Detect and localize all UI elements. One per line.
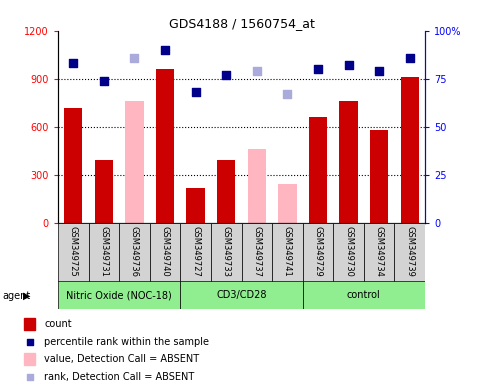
Text: GSM349734: GSM349734 [375, 226, 384, 276]
Bar [24, 353, 35, 365]
Bar [156, 69, 174, 223]
Bar [303, 223, 333, 282]
Bar [248, 149, 266, 223]
Bar [180, 223, 211, 282]
Text: percentile rank within the sample: percentile rank within the sample [44, 337, 209, 347]
Bar [364, 223, 395, 282]
Bar [150, 223, 180, 282]
Text: rank, Detection Call = ABSENT: rank, Detection Call = ABSENT [44, 372, 195, 382]
Point [222, 72, 230, 78]
Bar [125, 101, 143, 223]
Bar [24, 318, 35, 330]
Bar [64, 108, 83, 223]
Bar [333, 223, 364, 282]
Bar [58, 223, 88, 282]
Point [26, 374, 33, 380]
Text: value, Detection Call = ABSENT: value, Detection Call = ABSENT [44, 354, 199, 364]
Bar [303, 281, 425, 309]
Bar [340, 101, 358, 223]
Text: GSM349741: GSM349741 [283, 226, 292, 276]
Bar [278, 184, 297, 223]
Text: GSM349739: GSM349739 [405, 226, 414, 276]
Point [375, 68, 383, 74]
Bar [95, 161, 113, 223]
Bar [272, 223, 303, 282]
Point [345, 62, 353, 68]
Bar [370, 130, 388, 223]
Text: GSM349730: GSM349730 [344, 226, 353, 276]
Bar [88, 223, 119, 282]
Bar [186, 187, 205, 223]
Text: GSM349729: GSM349729 [313, 226, 323, 276]
Text: ▶: ▶ [23, 291, 31, 301]
Point [161, 47, 169, 53]
Point [130, 55, 138, 61]
Bar [58, 281, 180, 309]
Bar [400, 77, 419, 223]
Text: CD3/CD28: CD3/CD28 [216, 290, 267, 300]
Bar [119, 223, 150, 282]
Point [253, 68, 261, 74]
Bar [217, 161, 235, 223]
Point [26, 339, 33, 345]
Text: GSM349740: GSM349740 [160, 226, 170, 276]
Text: control: control [347, 290, 381, 300]
Point [406, 55, 413, 61]
Bar [395, 223, 425, 282]
Bar [242, 223, 272, 282]
Text: agent: agent [2, 291, 30, 301]
Text: GSM349736: GSM349736 [130, 226, 139, 277]
Point [100, 78, 108, 84]
Text: GSM349731: GSM349731 [99, 226, 108, 276]
Point [70, 60, 77, 66]
Point [192, 89, 199, 95]
Bar [309, 117, 327, 223]
Text: GSM349733: GSM349733 [222, 226, 231, 277]
Text: GSM349737: GSM349737 [252, 226, 261, 277]
Bar [180, 281, 303, 309]
Point [314, 66, 322, 72]
Text: GSM349727: GSM349727 [191, 226, 200, 276]
Point [284, 91, 291, 97]
Text: count: count [44, 319, 72, 329]
Text: GSM349725: GSM349725 [69, 226, 78, 276]
Title: GDS4188 / 1560754_at: GDS4188 / 1560754_at [169, 17, 314, 30]
Text: Nitric Oxide (NOC-18): Nitric Oxide (NOC-18) [66, 290, 172, 300]
Bar [211, 223, 242, 282]
